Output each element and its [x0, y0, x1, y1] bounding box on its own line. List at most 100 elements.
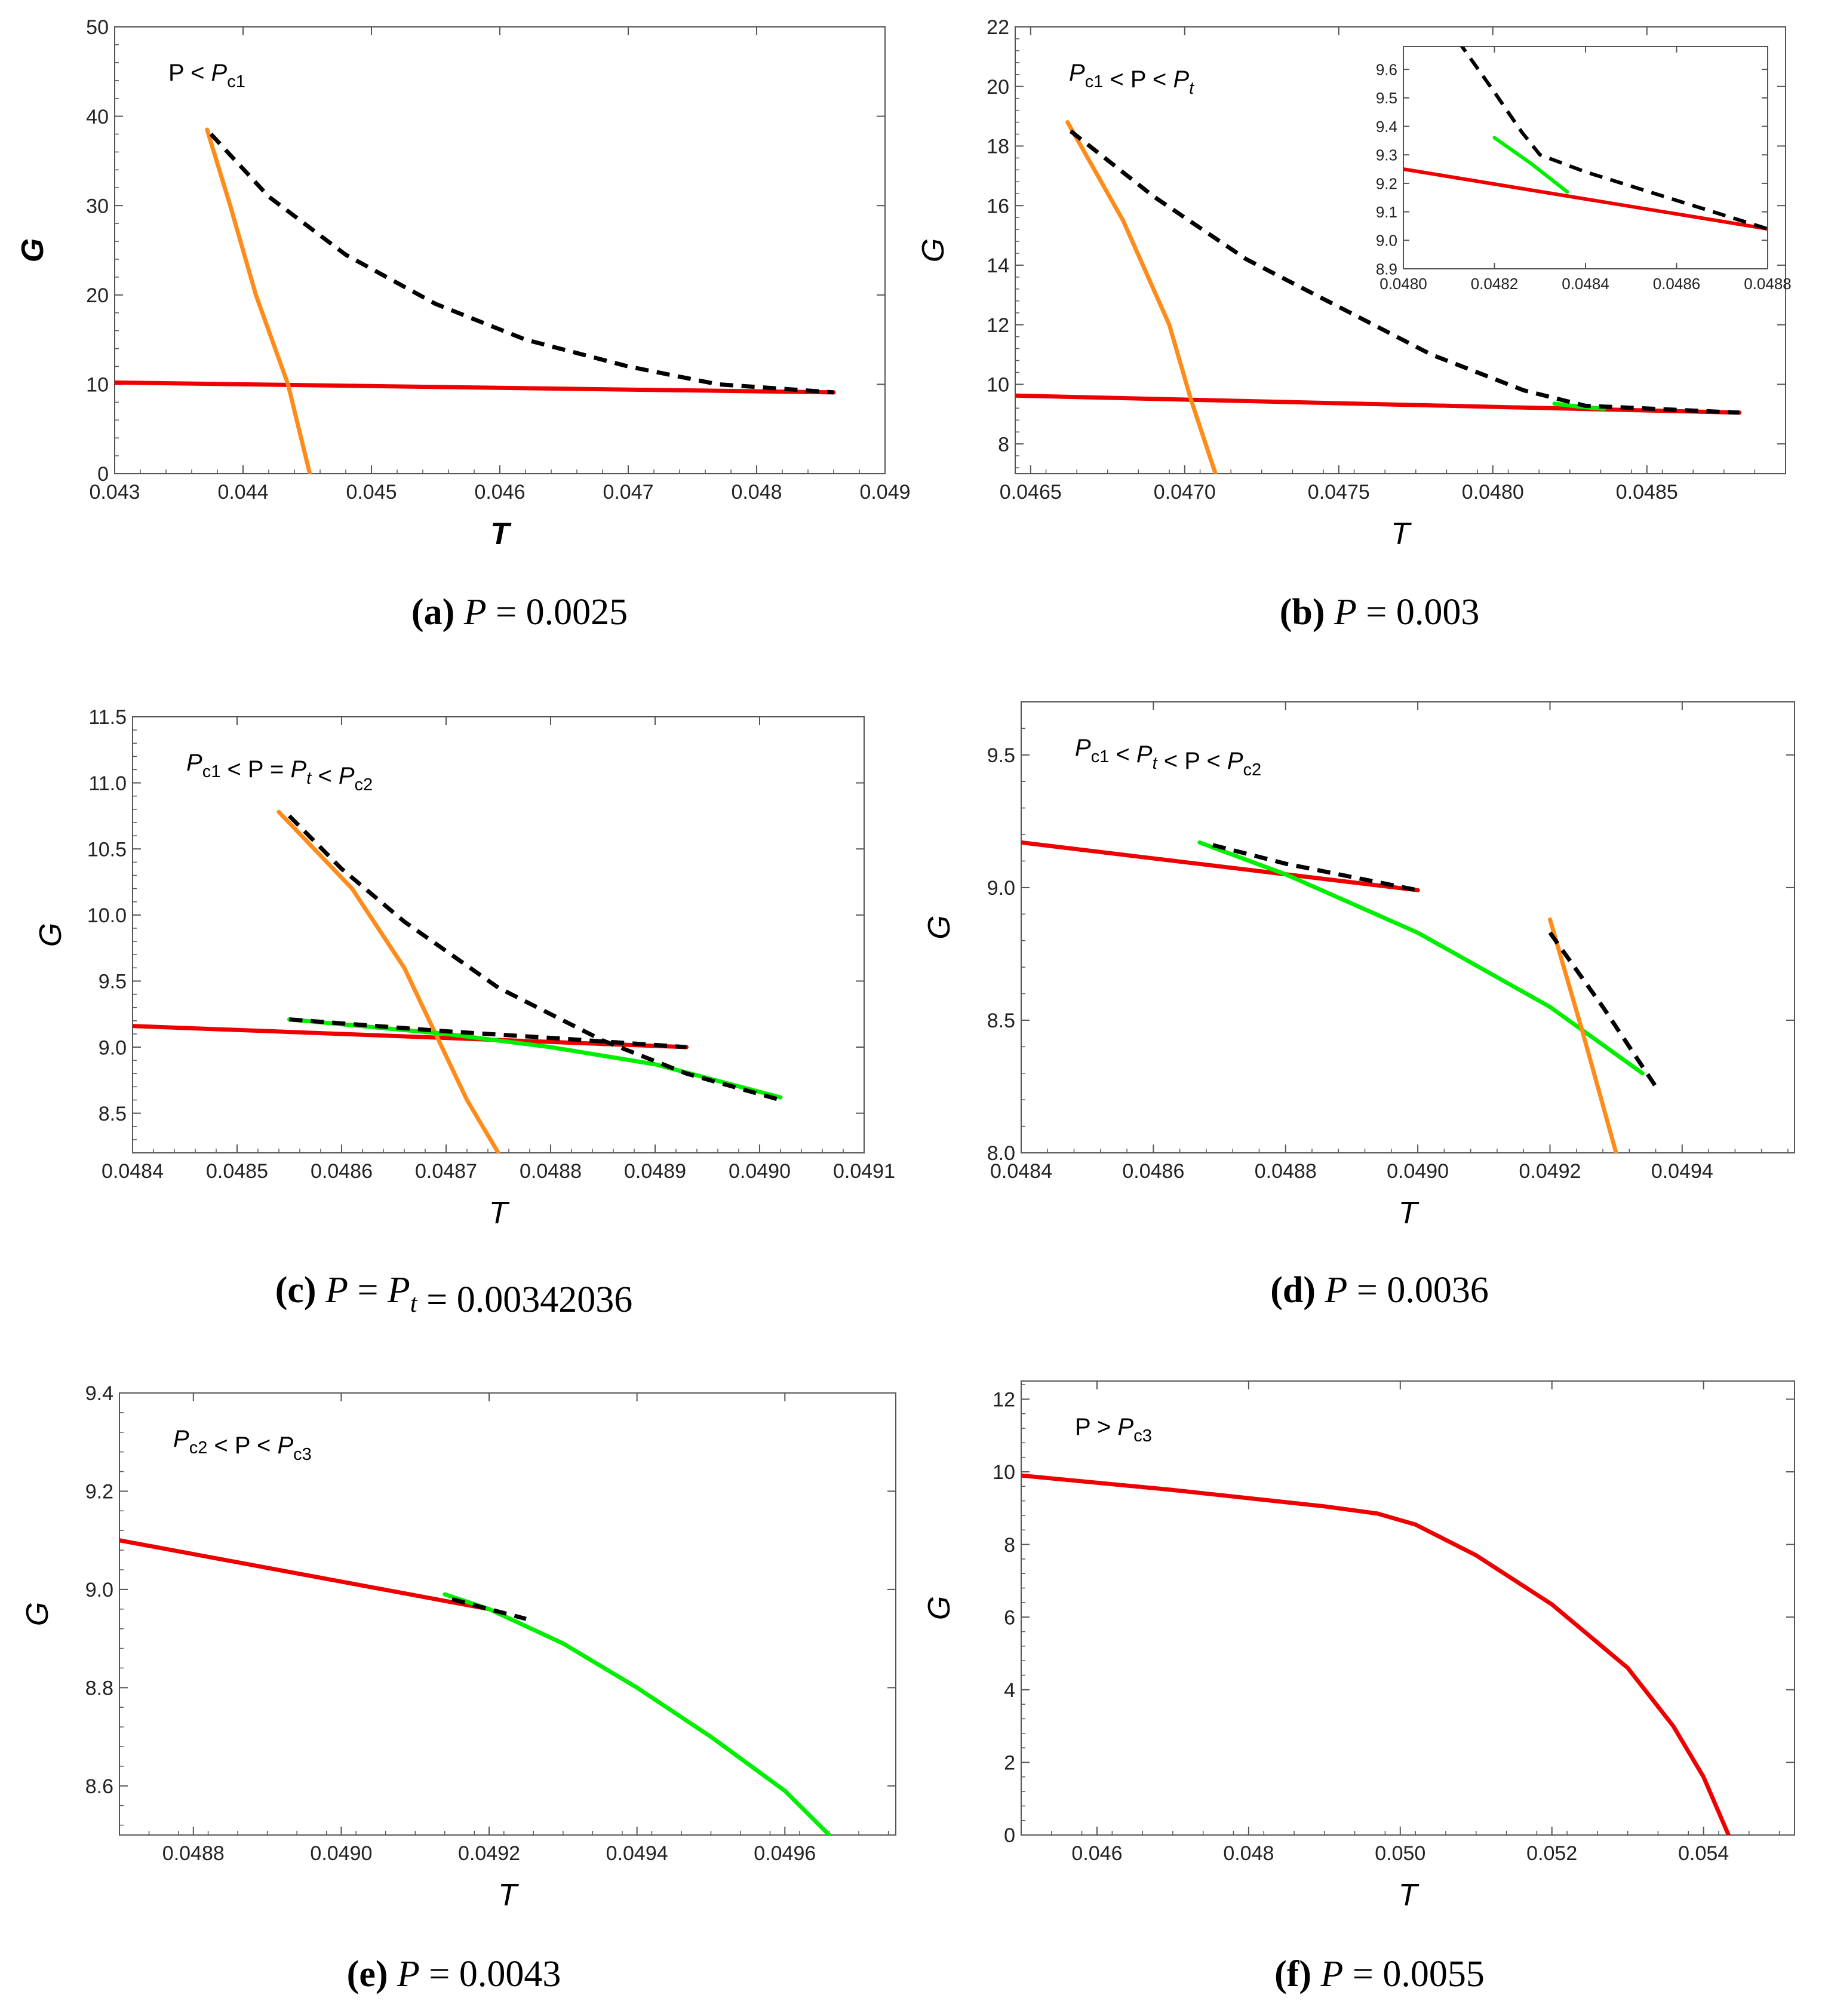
panel-b-inset-y-tick-label: 9.5 — [1376, 89, 1397, 107]
panel-b-series-red — [1015, 393, 1742, 415]
panel-c-series-orange — [276, 809, 500, 1153]
panel-e-series-black-dashed — [451, 1597, 527, 1621]
panel-a-y-tick-label: 30 — [86, 195, 109, 217]
panel-d-x-tick-label: 0.0494 — [1651, 1160, 1713, 1183]
panel-b-x-tick-label: 0.0465 — [1000, 481, 1062, 504]
panel-b-x-tick-label: 0.0480 — [1462, 481, 1524, 504]
panel-b-inset-y-tick-label: 9.4 — [1376, 118, 1397, 136]
panel-f-x-tick-label: 0.046 — [1071, 1842, 1122, 1865]
panel-c-y-tick-label: 10.0 — [87, 904, 127, 927]
panel-c-y-tick-label: 11.0 — [88, 772, 127, 795]
panel-d-series-black-dashed-lower — [1548, 931, 1658, 1088]
panel-e-x-tick-label: 0.0494 — [606, 1842, 668, 1865]
panel-e-x-tick-label: 0.0492 — [458, 1842, 520, 1865]
panel-a-plot-frame — [114, 26, 886, 474]
panel-b-inset-y-tick-label: 9.3 — [1376, 146, 1397, 164]
panel-c-x-tick-label: 0.0491 — [833, 1160, 895, 1183]
panel-a-x-tick-label: 0.048 — [731, 481, 782, 504]
panel-f-plot-frame — [1021, 1380, 1795, 1836]
panel-c-series-black-dashed-upper — [288, 814, 781, 1102]
panel-f-caption: (f) P = 0.0055 — [1274, 1954, 1485, 1994]
panel-f-annotation: P > Pc3 — [1075, 1414, 1152, 1446]
panel-d-series-black-dashed-upper — [1212, 843, 1418, 892]
panel-e-y-tick-label: 8.8 — [85, 1677, 113, 1700]
panel-f-y-tick-label: 4 — [1004, 1679, 1015, 1702]
panel-a-x-tick-label: 0.046 — [474, 481, 525, 504]
panel-c-y-tick-label: 9.0 — [99, 1036, 127, 1059]
panel-a-y-tick-label: 10 — [86, 374, 109, 397]
panel-c-series-black-dashed-lower — [289, 1017, 687, 1050]
panel-f-chart: 0.046 0.048 0.050 0.052 0.054 0 2 4 6 8 10 12 T G P > … — [922, 1380, 1795, 1994]
panel-b-series-orange — [1065, 120, 1218, 474]
panel-d-y-axis-label: G — [922, 915, 957, 939]
panel-a-caption: (a) P = 0.0025 — [411, 592, 628, 633]
panel-f-series-red — [1021, 1473, 1731, 1835]
panel-a-x-axis-label: T — [490, 517, 512, 551]
panel-f-y-tick-label: 12 — [993, 1389, 1015, 1411]
panel-e-series-green — [443, 1592, 832, 1835]
panel-b-inset-x-tick-label: 0.0486 — [1653, 275, 1701, 293]
panel-f-y-tick-label: 10 — [993, 1461, 1015, 1484]
panel-d-series-green — [1197, 840, 1645, 1076]
panel-e-y-tick-label: 9.0 — [85, 1579, 113, 1601]
panel-d-x-tick-label: 0.0484 — [990, 1160, 1052, 1183]
panel-c-annotation: Pc1 < P = Pt < Pc2 — [186, 750, 373, 794]
panel-f-x-axis-label: T — [1399, 1878, 1419, 1913]
panel-b-y-tick-label: 22 — [987, 16, 1009, 39]
panel-b-x-axis-label: T — [1391, 517, 1412, 551]
panel-c-caption: (c) P = Pt = 0.00342036 — [275, 1270, 632, 1320]
panel-b-inset-chart: 0.0480 0.0482 0.0484 0.0486 0.0488 8.9 9.0 9.1 9… — [1376, 46, 1792, 293]
panel-b-inset-y-tick-label: 9.6 — [1376, 61, 1397, 79]
panel-d-chart: 0.0484 0.0486 0.0488 0.0490 0.0492 0.0494 8.0 8… — [922, 701, 1795, 1311]
panel-f-x-tick-label: 0.048 — [1223, 1842, 1274, 1865]
panel-a-x-tick-label: 0.043 — [89, 481, 140, 504]
panel-e-annotation: Pc2 < P < Pc3 — [173, 1426, 312, 1464]
panel-b-x-tick-label: 0.0485 — [1616, 481, 1678, 504]
panel-c-y-tick-label: 11.5 — [88, 706, 127, 729]
panel-c-x-tick-label: 0.0487 — [415, 1160, 477, 1183]
panel-b-inset-x-tick-label: 0.0480 — [1379, 275, 1427, 293]
panel-a-y-tick-label: 40 — [86, 106, 109, 128]
panel-b-chart: 0.0465 0.0470 0.0475 0.0480 0.0485 8 10 12 14 16 1… — [916, 16, 1792, 633]
panel-b-inset-series-green — [1492, 136, 1569, 194]
panel-e-x-tick-label: 0.0488 — [162, 1842, 225, 1865]
panel-a-y-tick-label: 20 — [86, 284, 109, 307]
panel-e-series-red — [119, 1538, 491, 1612]
panel-d-series-red — [1021, 840, 1420, 892]
panel-d-x-tick-label: 0.0492 — [1519, 1160, 1581, 1183]
panel-a-series-black-dashed — [209, 133, 834, 395]
panel-d-y-tick-label: 8.5 — [987, 1009, 1015, 1032]
panel-c-x-tick-label: 0.0489 — [624, 1160, 686, 1183]
panel-d-y-tick-label: 9.0 — [987, 877, 1015, 900]
panel-b-inset-y-tick-label: 9.2 — [1376, 174, 1397, 192]
panel-e-x-tick-label: 0.0490 — [310, 1842, 372, 1865]
panel-a-series-red — [115, 380, 836, 395]
panel-f-y-tick-label: 8 — [1004, 1534, 1015, 1557]
panel-b-x-tick-label: 0.0470 — [1154, 481, 1216, 504]
panel-b-inset-y-tick-label: 8.9 — [1376, 260, 1397, 278]
panel-b-y-tick-label: 18 — [987, 136, 1009, 158]
panel-b-series-black-dashed — [1069, 129, 1740, 415]
panel-c-x-tick-label: 0.0486 — [311, 1160, 373, 1183]
panel-d-caption: (d) P = 0.0036 — [1270, 1270, 1489, 1311]
panel-b-inset-y-tick-label: 9.0 — [1376, 232, 1397, 250]
panel-a-x-tick-label: 0.047 — [603, 481, 653, 504]
panel-d-plot-frame — [1021, 701, 1795, 1153]
panel-e-x-axis-label: T — [498, 1878, 519, 1913]
panel-b-inset-y-tick-label: 9.1 — [1376, 203, 1397, 221]
panel-f-y-tick-label: 6 — [1004, 1606, 1015, 1629]
panel-a-y-tick-label: 0 — [97, 463, 109, 486]
panel-c-series-red — [133, 1024, 689, 1050]
panel-f-y-axis-label: G — [922, 1596, 957, 1620]
panel-e-caption: (e) P = 0.0043 — [347, 1954, 561, 1994]
panel-f-y-tick-label: 0 — [1004, 1824, 1015, 1847]
panel-b-y-tick-label: 14 — [987, 254, 1009, 277]
panel-c-series-green — [287, 1017, 783, 1100]
panel-b-annotation: Pc1 < P < Pt — [1069, 60, 1195, 98]
panel-b-plot-frame — [1015, 26, 1786, 474]
panel-b-inset-plot-frame — [1403, 46, 1768, 269]
panel-c-x-tick-label: 0.0484 — [102, 1160, 164, 1183]
panel-c-chart: 0.0484 0.0485 0.0486 0.0487 0.0488 0.0489 0.04… — [33, 706, 895, 1320]
panel-f-x-tick-label: 0.052 — [1526, 1842, 1577, 1865]
